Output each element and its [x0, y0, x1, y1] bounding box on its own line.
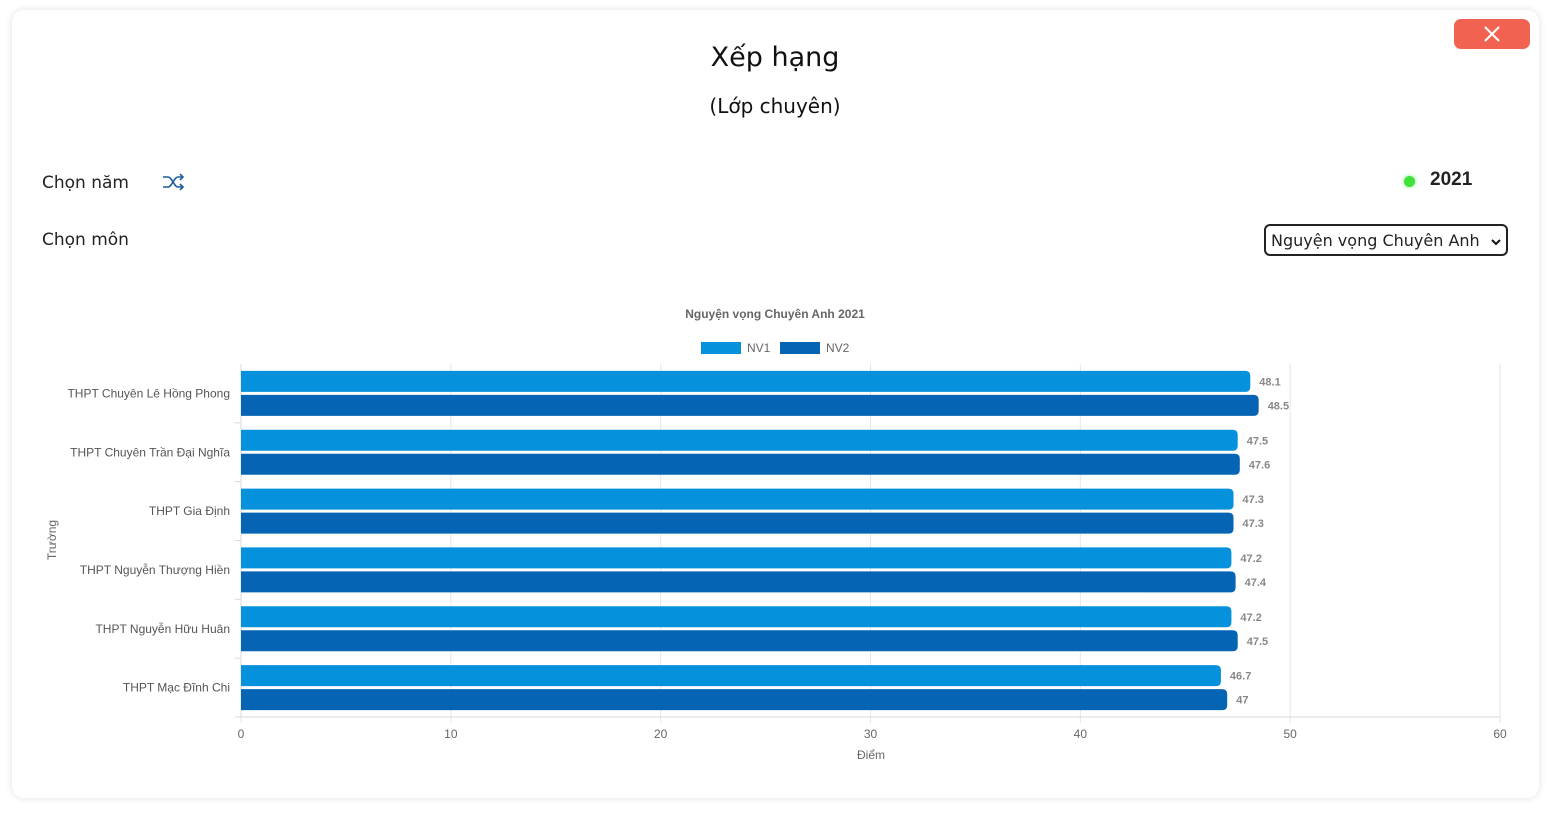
page-subtitle: (Lớp chuyên)	[709, 94, 841, 118]
legend-swatch-nv1	[701, 342, 741, 354]
data-label: 47.2	[1240, 553, 1261, 565]
year-value[interactable]: 2021	[1430, 169, 1473, 190]
data-label: 46.7	[1230, 671, 1251, 683]
bar-nv2	[241, 630, 1238, 652]
chevron-down-icon	[1489, 234, 1503, 248]
x-tick-label: 50	[1283, 727, 1297, 741]
data-label: 47.5	[1247, 636, 1268, 648]
data-label: 47.3	[1243, 494, 1264, 506]
close-button[interactable]	[1454, 19, 1530, 49]
x-tick-label: 40	[1074, 727, 1088, 741]
category-label: THPT Mạc Đĩnh Chi	[123, 681, 230, 695]
x-tick-label: 10	[444, 727, 458, 741]
x-tick-label: 60	[1493, 727, 1507, 741]
chart-bars	[241, 370, 1259, 711]
chart-title: Nguyện vọng Chuyên Anh 2021	[685, 307, 865, 321]
x-tick-label: 20	[654, 727, 668, 741]
category-label: THPT Chuyên Trần Đại Nghĩa	[70, 445, 230, 459]
y-axis-title: Trường	[45, 520, 59, 560]
data-label: 47.4	[1245, 577, 1267, 589]
year-label: Chọn năm	[42, 173, 129, 193]
category-label: THPT Gia Định	[149, 504, 230, 518]
legend-swatch-nv2	[780, 342, 820, 354]
year-status-dot	[1404, 176, 1415, 187]
data-label: 47.2	[1240, 612, 1261, 624]
subject-select[interactable]: Nguyện vọng Chuyên Anh	[1264, 224, 1508, 256]
x-tick-label: 30	[864, 727, 878, 741]
bar-nv1	[241, 429, 1238, 451]
shuffle-icon[interactable]	[162, 172, 186, 192]
page-title: Xếp hạng	[710, 42, 840, 73]
category-label: THPT Chuyên Lê Hồng Phong	[67, 386, 230, 400]
bar-nv2	[241, 571, 1236, 593]
data-label: 47.3	[1243, 518, 1264, 530]
x-tick-label: 0	[238, 727, 245, 741]
data-label: 47.5	[1247, 435, 1268, 447]
subject-label: Chọn môn	[42, 230, 129, 250]
data-label: 47	[1236, 695, 1248, 707]
bar-nv2	[241, 689, 1228, 711]
subject-select-value: Nguyện vọng Chuyên Anh	[1271, 230, 1480, 250]
legend-label: NV1	[747, 341, 771, 355]
bar-nv2	[241, 512, 1234, 534]
chart-grid	[235, 364, 1501, 723]
data-label: 48.5	[1268, 400, 1289, 412]
chart-labels: 0 10 20 30 40 50 60 THPT Chuyên Lê Hồng Phong 48…	[67, 376, 1507, 741]
close-icon	[1484, 26, 1500, 42]
data-label: 48.1	[1259, 376, 1280, 388]
bar-nv1	[241, 606, 1232, 628]
x-axis-title: Điểm	[857, 748, 885, 762]
category-label: THPT Nguyễn Thượng Hiền	[80, 562, 230, 577]
bar-nv2	[241, 394, 1259, 416]
chart-legend: NV1 NV2	[701, 341, 850, 355]
bar-nv1	[241, 547, 1232, 569]
category-label: THPT Nguyễn Hữu Huân	[95, 621, 230, 636]
bar-nv1	[241, 488, 1234, 510]
bar-nv2	[241, 453, 1240, 475]
data-label: 47.6	[1249, 459, 1270, 471]
bar-nv1	[241, 665, 1221, 687]
bar-nv1	[241, 370, 1251, 392]
legend-label: NV2	[826, 341, 850, 355]
